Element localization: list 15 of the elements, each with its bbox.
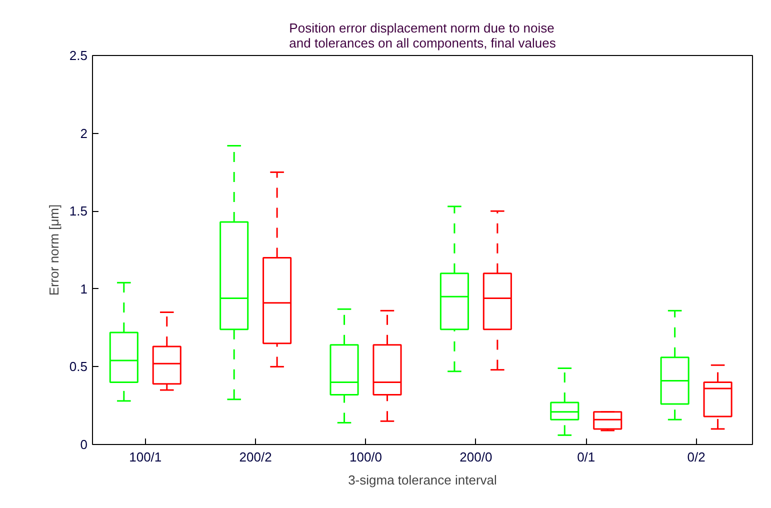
y-tick-label: 0.5 — [69, 359, 88, 374]
x-tick-label: 0/2 — [687, 450, 706, 464]
y-tick-label: 1 — [80, 281, 88, 296]
y-tick-label: 0 — [80, 437, 88, 452]
chart-title: Position error displacement norm due to noise and tolerances on all components, final values — [289, 20, 556, 50]
y-tick-label: 2 — [80, 126, 88, 141]
x-tick-label: 100/0 — [349, 450, 382, 464]
x-tick-label: 0/1 — [577, 450, 596, 464]
x-tick-label: 200/0 — [460, 450, 492, 464]
y-tick-label: 1.5 — [69, 204, 88, 219]
y-tick-label: 2.5 — [69, 48, 88, 63]
x-tick-label: 200/2 — [239, 450, 272, 464]
x-tick-label: 100/1 — [129, 450, 162, 464]
x-axis-title: 3-sigma tolerance interval — [348, 472, 498, 488]
y-axis-title: Error norm [μm] — [46, 204, 62, 296]
